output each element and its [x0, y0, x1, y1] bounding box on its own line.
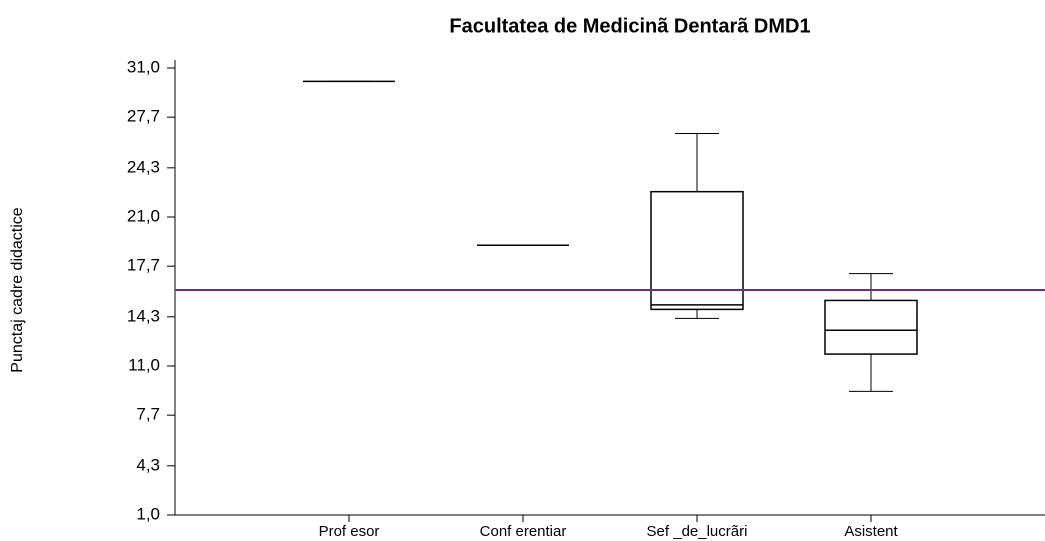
y-tick-label: 7,7 — [136, 405, 160, 424]
y-tick-label: 27,7 — [127, 107, 160, 126]
y-tick-label: 17,7 — [127, 256, 160, 275]
x-tick-label: Sef _de_lucrãri — [647, 523, 748, 540]
y-tick-label: 11,0 — [128, 355, 160, 374]
chart-title: Facultatea de Medicinã Dentarã DMD1 — [449, 15, 810, 37]
y-axis-label: Punctaj cadre didactice — [9, 207, 26, 373]
y-tick-label: 1,0 — [136, 504, 160, 523]
y-tick-label: 4,3 — [136, 455, 160, 474]
box — [650, 190, 744, 311]
y-tick-label: 21,0 — [127, 206, 160, 225]
x-tick-label: Conf erentiar — [480, 523, 567, 540]
y-tick-label: 31,0 — [127, 57, 160, 76]
x-tick-label: Asistent — [844, 523, 898, 540]
box — [824, 299, 918, 355]
x-tick-label: Prof esor — [319, 523, 380, 540]
y-tick-label: 14,3 — [127, 306, 160, 325]
y-tick-label: 24,3 — [127, 157, 160, 176]
